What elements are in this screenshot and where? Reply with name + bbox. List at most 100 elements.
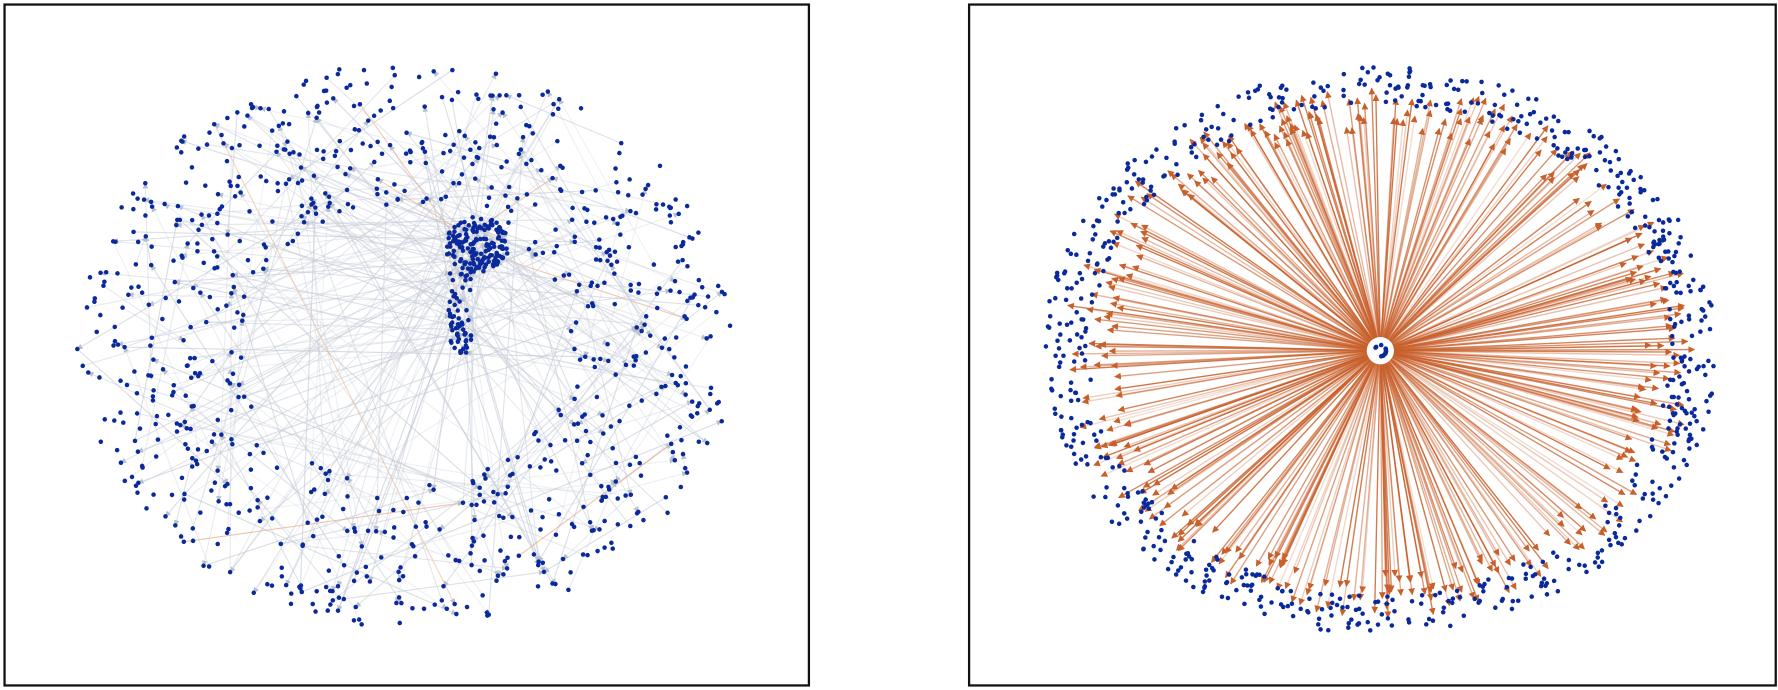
- node: [582, 412, 587, 417]
- node: [283, 181, 289, 187]
- node: [672, 278, 678, 284]
- node: [463, 343, 469, 349]
- node: [639, 328, 644, 334]
- node: [683, 364, 689, 369]
- node: [470, 256, 476, 262]
- edge: [1305, 131, 1382, 351]
- node: [1608, 168, 1614, 173]
- node: [1128, 206, 1133, 212]
- node: [1356, 593, 1362, 599]
- edge: [187, 141, 288, 244]
- node: [610, 216, 616, 222]
- hub-ring: [1366, 337, 1394, 365]
- node: [1140, 180, 1145, 185]
- edge: [1380, 350, 1670, 382]
- node: [1472, 596, 1477, 602]
- node: [606, 358, 611, 364]
- node: [510, 471, 515, 477]
- node: [508, 208, 514, 214]
- node: [1625, 214, 1631, 219]
- node: [469, 543, 475, 548]
- node: [384, 202, 389, 207]
- node: [1464, 79, 1469, 84]
- edge: [86, 226, 479, 309]
- node: [172, 279, 178, 285]
- node: [641, 517, 646, 523]
- node: [499, 164, 504, 170]
- node: [1668, 483, 1674, 488]
- node: [1634, 462, 1640, 468]
- node: [1243, 571, 1249, 577]
- node: [183, 441, 188, 447]
- node: [1071, 359, 1077, 364]
- edge: [1380, 350, 1682, 376]
- node: [467, 261, 473, 266]
- node: [1686, 396, 1692, 402]
- node: [1153, 516, 1159, 521]
- node: [1679, 381, 1685, 387]
- node: [597, 257, 603, 263]
- node: [196, 146, 201, 151]
- node: [696, 302, 701, 308]
- edge: [1379, 108, 1463, 351]
- edge: [1380, 350, 1626, 496]
- node: [1587, 153, 1592, 159]
- node: [570, 205, 575, 211]
- node: [489, 252, 494, 258]
- node: [446, 553, 451, 558]
- node: [1641, 187, 1647, 193]
- node: [394, 600, 399, 606]
- node: [450, 67, 455, 73]
- edge: [1132, 265, 1381, 352]
- node: [558, 188, 564, 194]
- edge: [538, 294, 696, 563]
- node: [707, 407, 713, 413]
- node: [269, 516, 275, 521]
- node: [1318, 627, 1323, 632]
- edge: [1141, 237, 1381, 352]
- node: [486, 195, 492, 201]
- node: [1538, 583, 1544, 589]
- node: [180, 139, 185, 144]
- edge: [303, 220, 472, 270]
- edge: [1115, 350, 1381, 399]
- node: [615, 496, 621, 501]
- edge: [349, 167, 725, 295]
- node: [1672, 321, 1678, 327]
- node: [400, 573, 406, 579]
- node: [618, 140, 624, 146]
- node: [504, 566, 510, 571]
- node: [1597, 150, 1603, 155]
- node: [274, 465, 280, 470]
- node: [1071, 231, 1077, 237]
- node: [431, 69, 436, 74]
- node: [1541, 576, 1547, 581]
- node: [689, 399, 695, 404]
- node: [648, 333, 653, 338]
- node: [627, 177, 632, 182]
- node: [503, 193, 508, 198]
- node: [1112, 192, 1118, 197]
- node: [571, 524, 577, 530]
- node: [460, 500, 466, 506]
- node: [413, 524, 419, 529]
- node: [153, 421, 158, 427]
- node: [231, 284, 237, 290]
- node: [593, 245, 599, 250]
- node: [439, 598, 445, 603]
- node: [1299, 102, 1304, 108]
- node: [451, 313, 457, 319]
- node: [1334, 602, 1340, 608]
- node: [305, 209, 311, 215]
- node: [457, 299, 462, 304]
- node: [1670, 259, 1675, 265]
- node: [194, 461, 200, 467]
- node: [1115, 503, 1121, 508]
- edge: [459, 251, 555, 303]
- node: [1101, 268, 1106, 274]
- node: [614, 259, 620, 264]
- node: [452, 302, 458, 308]
- edge: [1379, 350, 1403, 583]
- node: [1675, 217, 1681, 223]
- edge: [181, 224, 476, 258]
